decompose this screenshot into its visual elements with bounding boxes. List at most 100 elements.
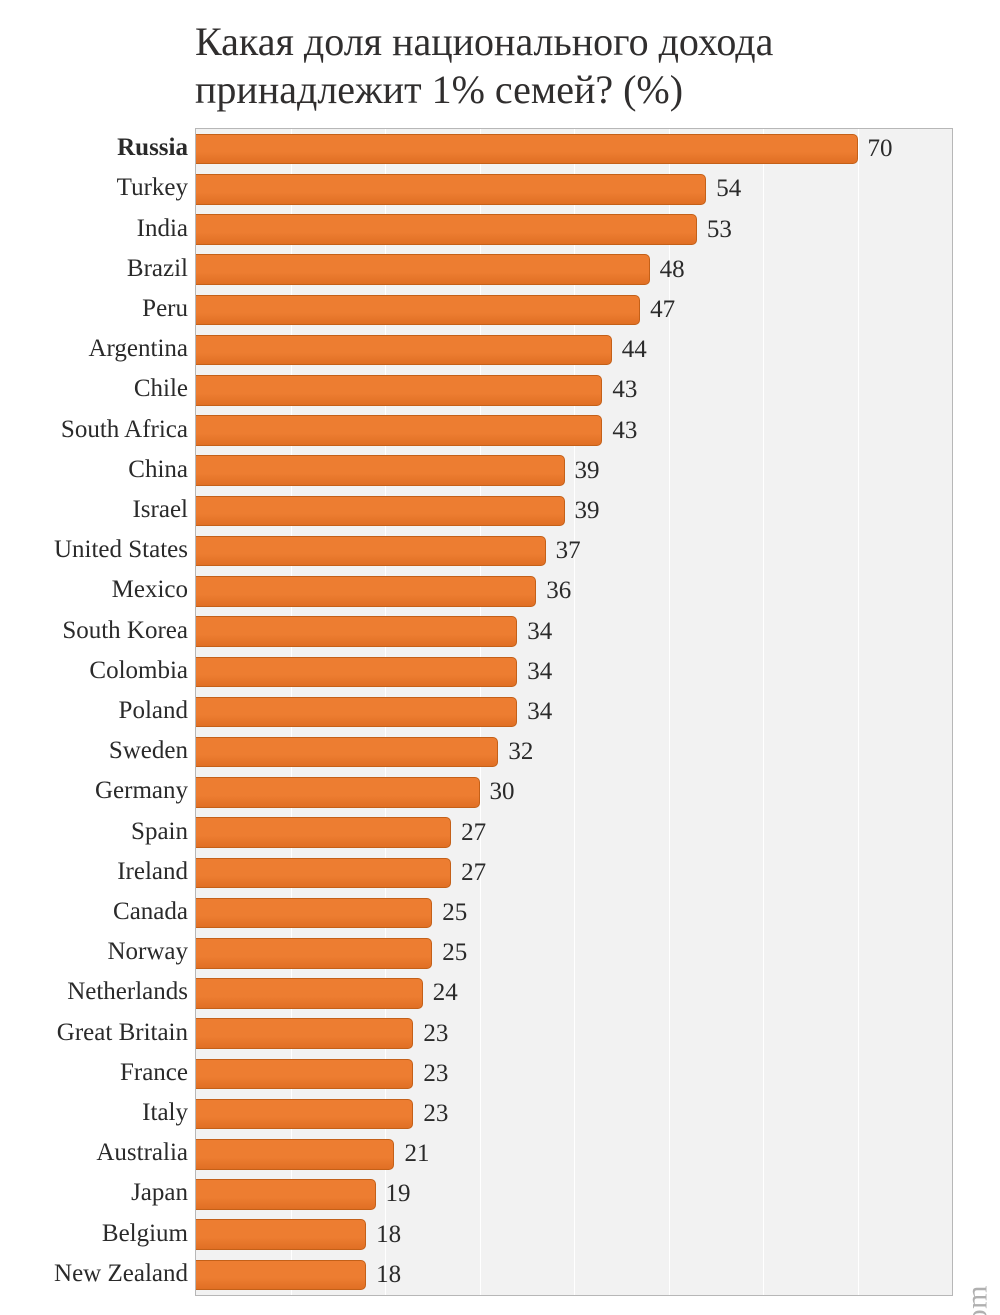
bar	[196, 415, 602, 446]
bar	[196, 1260, 366, 1291]
bar-value: 25	[442, 899, 467, 927]
bar	[196, 616, 517, 647]
bar	[196, 1099, 413, 1130]
bar-value: 27	[461, 859, 486, 887]
bar-row: 25	[196, 938, 952, 969]
y-axis-label: Canada	[113, 897, 188, 928]
bar-value: 23	[423, 1020, 448, 1048]
bar	[196, 737, 498, 768]
bar-row: 23	[196, 1018, 952, 1049]
y-axis-label: Japan	[131, 1178, 188, 1209]
bar	[196, 214, 697, 245]
y-axis-label: Peru	[142, 294, 188, 325]
bar-value: 34	[527, 618, 552, 646]
bar-value: 25	[442, 939, 467, 967]
y-axis-label: Colombia	[89, 656, 188, 687]
bar-row: 39	[196, 455, 952, 486]
bar-row: 48	[196, 254, 952, 285]
y-axis-label: China	[128, 454, 188, 485]
bar-value: 18	[376, 1221, 401, 1249]
bar-row: 44	[196, 335, 952, 366]
bar-value: 30	[490, 778, 515, 806]
bar	[196, 1179, 376, 1210]
y-axis-label: Belgium	[102, 1218, 188, 1249]
bar-row: 47	[196, 295, 952, 326]
bar	[196, 938, 432, 969]
bar-row: 27	[196, 858, 952, 889]
bar-row: 18	[196, 1260, 952, 1291]
bar-row: 25	[196, 898, 952, 929]
bar-row: 23	[196, 1059, 952, 1090]
y-axis-labels: RussiaTurkeyIndiaBrazilPeruArgentinaChil…	[0, 128, 188, 1296]
bar	[196, 1018, 413, 1049]
bar-value: 23	[423, 1060, 448, 1088]
y-axis-label: South Africa	[61, 414, 188, 445]
bar-row: 43	[196, 415, 952, 446]
bar	[196, 536, 546, 567]
bar	[196, 455, 565, 486]
bar-row: 54	[196, 174, 952, 205]
bar	[196, 1059, 413, 1090]
bar-row: 34	[196, 616, 952, 647]
bar-row: 27	[196, 817, 952, 848]
bar-value: 70	[868, 135, 893, 163]
bar-value: 34	[527, 658, 552, 686]
bar-value: 32	[508, 738, 533, 766]
bar-row: 34	[196, 697, 952, 728]
bar-row: 34	[196, 657, 952, 688]
y-axis-label: Mexico	[112, 575, 188, 606]
y-axis-label: Spain	[131, 816, 188, 847]
bar-value: 54	[716, 175, 741, 203]
bar-value: 53	[707, 216, 732, 244]
bar-row: 36	[196, 576, 952, 607]
y-axis-label: Sweden	[109, 736, 188, 767]
y-axis-label: New Zealand	[54, 1259, 188, 1290]
bar	[196, 134, 858, 165]
bar	[196, 697, 517, 728]
bar	[196, 777, 480, 808]
bar-value: 18	[376, 1261, 401, 1289]
bar-row: 37	[196, 536, 952, 567]
bar-value: 47	[650, 296, 675, 324]
bar-value: 48	[660, 256, 685, 284]
bar-row: 18	[196, 1219, 952, 1250]
y-axis-label: South Korea	[62, 615, 188, 646]
y-axis-label: Turkey	[117, 173, 188, 204]
bar-row: 70	[196, 134, 952, 165]
bars-layer: 7054534847444343393937363434343230272725…	[196, 129, 952, 1295]
y-axis-label: Argentina	[88, 334, 188, 365]
bar	[196, 817, 451, 848]
y-axis-label: Poland	[119, 696, 188, 727]
y-axis-label: India	[137, 213, 188, 244]
bar-value: 27	[461, 819, 486, 847]
watermark: © burckina-faso.livejournal.com	[960, 1285, 994, 1315]
y-axis-label: Norway	[107, 937, 188, 968]
y-axis-label: Russia	[117, 133, 188, 164]
bar-value: 43	[612, 417, 637, 445]
bar-value: 21	[404, 1140, 429, 1168]
bar-value: 44	[622, 336, 647, 364]
bar-value: 19	[386, 1180, 411, 1208]
y-axis-label: France	[120, 1058, 188, 1089]
bar-row: 19	[196, 1179, 952, 1210]
bar-row: 43	[196, 375, 952, 406]
bar	[196, 1219, 366, 1250]
y-axis-label: United States	[54, 535, 188, 566]
bar	[196, 657, 517, 688]
y-axis-label: Brazil	[127, 253, 188, 284]
y-axis-label: Netherlands	[67, 977, 188, 1008]
y-axis-label: Italy	[142, 1098, 188, 1129]
bar-value: 39	[575, 457, 600, 485]
plot-area: 7054534847444343393937363434343230272725…	[195, 128, 953, 1296]
bar	[196, 295, 640, 326]
bar	[196, 978, 423, 1009]
bar-row: 53	[196, 214, 952, 245]
bar-row: 24	[196, 978, 952, 1009]
chart-title: Какая доля национального дохода принадле…	[195, 18, 965, 114]
y-axis-label: Australia	[96, 1138, 188, 1169]
bar-value: 43	[612, 376, 637, 404]
bar-row: 23	[196, 1099, 952, 1130]
bar	[196, 375, 602, 406]
bar	[196, 254, 650, 285]
bar	[196, 898, 432, 929]
